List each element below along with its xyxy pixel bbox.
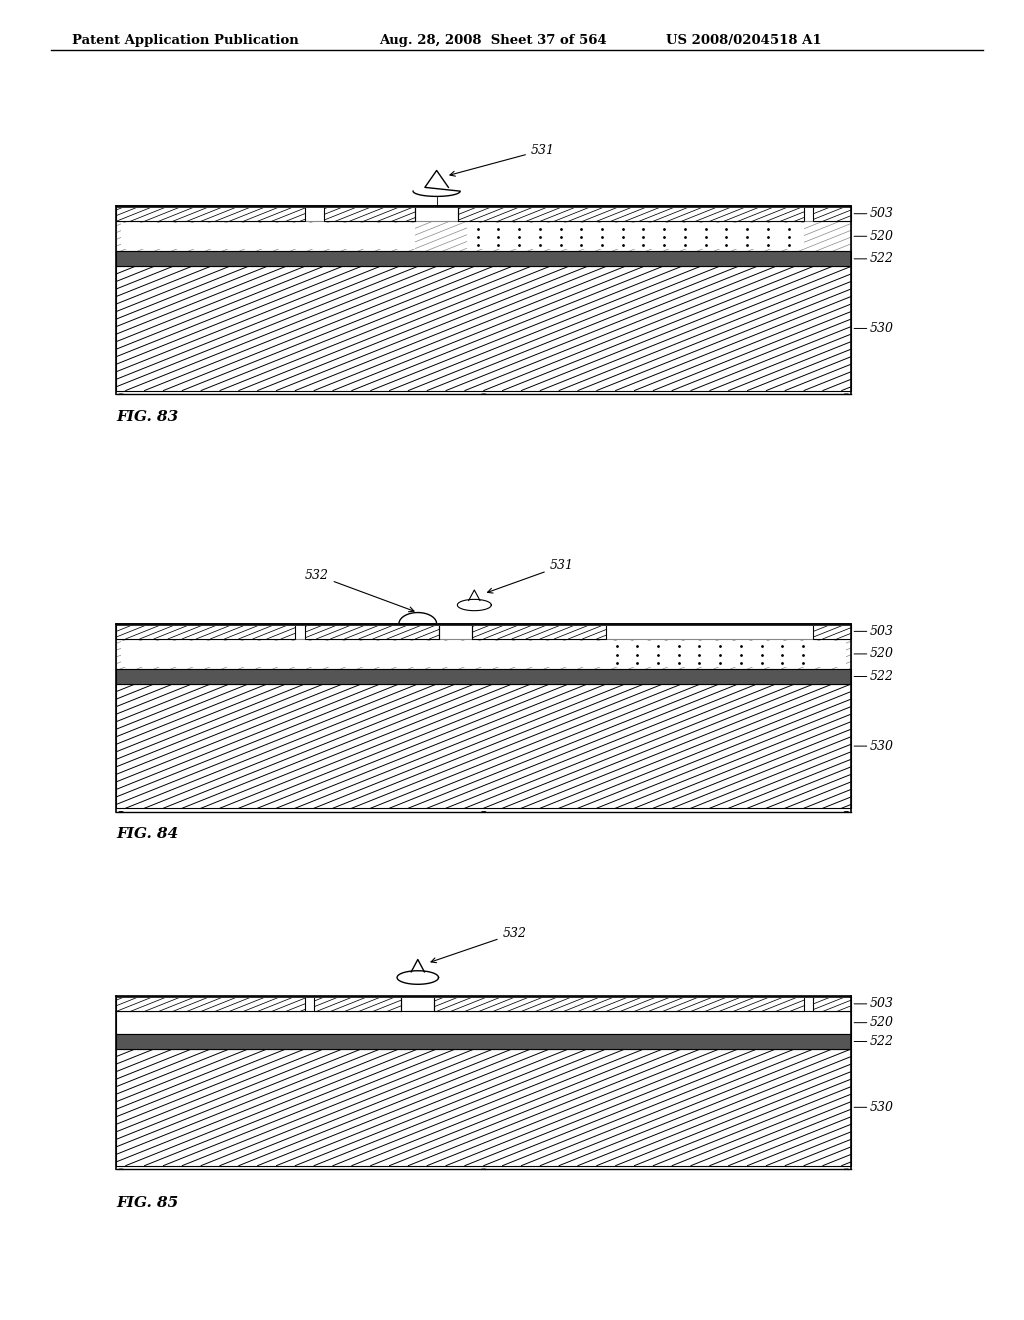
Text: 503: 503 xyxy=(870,207,894,220)
Bar xyxy=(121,223,416,249)
Bar xyxy=(117,1011,851,1034)
Bar xyxy=(117,684,851,808)
Bar xyxy=(458,206,804,222)
Text: 522: 522 xyxy=(870,252,894,265)
Text: 522: 522 xyxy=(870,1035,894,1048)
Text: Patent Application Publication: Patent Application Publication xyxy=(72,34,298,48)
Bar xyxy=(117,1034,851,1049)
Text: US 2008/0204518 A1: US 2008/0204518 A1 xyxy=(666,34,821,48)
Bar xyxy=(813,624,851,639)
Bar xyxy=(117,1049,851,1166)
Text: 531: 531 xyxy=(487,560,573,593)
Bar xyxy=(117,222,851,251)
Bar xyxy=(117,669,851,684)
Text: FIG. 85: FIG. 85 xyxy=(117,1196,178,1210)
Bar xyxy=(324,206,416,222)
Bar xyxy=(117,1049,851,1166)
Text: FIG. 84: FIG. 84 xyxy=(117,828,178,841)
Bar xyxy=(117,997,305,1011)
Polygon shape xyxy=(399,612,436,624)
Polygon shape xyxy=(413,170,460,197)
Bar xyxy=(117,206,851,209)
Bar xyxy=(324,206,416,222)
Bar xyxy=(813,624,851,639)
Text: 522: 522 xyxy=(870,671,894,682)
Bar xyxy=(117,624,295,639)
Bar xyxy=(813,997,851,1011)
Bar xyxy=(813,206,851,222)
Text: 531: 531 xyxy=(450,144,555,176)
Bar xyxy=(467,223,804,249)
Text: 503: 503 xyxy=(870,998,894,1010)
Bar xyxy=(813,997,851,1011)
Bar xyxy=(472,624,606,639)
Bar xyxy=(813,206,851,222)
Polygon shape xyxy=(397,970,438,985)
Bar xyxy=(117,639,851,669)
Text: 532: 532 xyxy=(431,927,526,962)
Bar xyxy=(117,639,851,669)
Bar xyxy=(117,997,305,1011)
Text: 520: 520 xyxy=(870,230,894,243)
Bar xyxy=(117,206,305,222)
Bar xyxy=(305,624,439,639)
Text: Aug. 28, 2008  Sheet 37 of 564: Aug. 28, 2008 Sheet 37 of 564 xyxy=(379,34,606,48)
Bar xyxy=(121,640,847,667)
Text: 530: 530 xyxy=(870,739,894,752)
Text: 530: 530 xyxy=(870,1101,894,1114)
Bar xyxy=(117,684,851,808)
Bar xyxy=(305,624,439,639)
Bar xyxy=(434,997,804,1011)
Bar xyxy=(314,997,401,1011)
Text: 530: 530 xyxy=(870,322,894,335)
Polygon shape xyxy=(412,960,424,972)
Bar xyxy=(458,206,804,222)
Bar xyxy=(117,267,851,391)
Bar xyxy=(117,624,295,639)
Text: 503: 503 xyxy=(870,624,894,638)
Text: FIG. 83: FIG. 83 xyxy=(117,409,178,424)
Bar xyxy=(434,997,804,1011)
Bar xyxy=(117,222,851,251)
Text: 520: 520 xyxy=(870,647,894,660)
Text: 520: 520 xyxy=(870,1016,894,1030)
Bar xyxy=(314,997,401,1011)
Bar xyxy=(117,267,851,391)
Text: 532: 532 xyxy=(305,569,414,611)
Bar xyxy=(117,623,851,626)
Bar xyxy=(117,995,851,998)
Polygon shape xyxy=(458,599,492,611)
Bar xyxy=(472,624,606,639)
Bar xyxy=(117,206,305,222)
Polygon shape xyxy=(469,590,480,601)
Bar xyxy=(117,251,851,267)
